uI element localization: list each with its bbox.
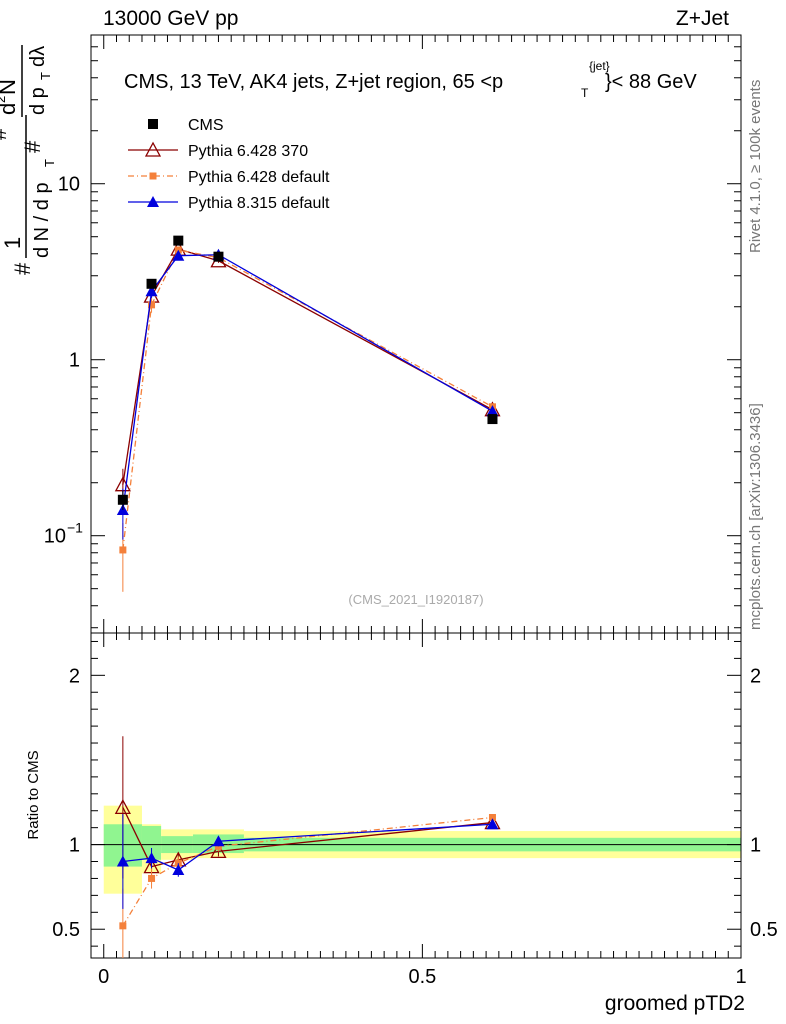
energy-label: 13000 GeV pp bbox=[103, 7, 238, 30]
x-tick-label: 0 bbox=[98, 966, 109, 988]
data-point bbox=[119, 546, 127, 554]
ylabel-t-sub: T bbox=[42, 159, 57, 167]
data-point bbox=[148, 301, 156, 309]
ratio-band bbox=[91, 805, 742, 894]
ratio-y-tick-label-right: 1 bbox=[750, 835, 761, 857]
data-point bbox=[486, 405, 499, 417]
ratio-axis-ticks: 0.5 0.5 1 1 2 2 bbox=[52, 640, 778, 947]
data-point bbox=[173, 235, 184, 246]
ratio-point bbox=[488, 814, 496, 822]
data-point bbox=[213, 251, 224, 262]
ratio-point bbox=[172, 863, 185, 875]
series-line bbox=[122, 254, 493, 511]
ylabel-dn: d N / d p bbox=[31, 182, 53, 258]
main-y-axis-label: # 1 d N / d p T # # d 2 N d p T dλ bbox=[0, 45, 57, 275]
legend-label: Pythia 6.428 370 bbox=[188, 143, 308, 160]
ratio-point bbox=[148, 874, 156, 882]
data-point bbox=[145, 285, 158, 297]
series-line bbox=[122, 249, 493, 551]
ratio-point bbox=[486, 818, 499, 830]
series-p8_def bbox=[116, 248, 499, 540]
data-point bbox=[172, 249, 185, 261]
legend-entry-p8_def: Pythia 8.315 default bbox=[128, 195, 330, 212]
mcplots-url-label: mcplots.cern.ch [arXiv:1306.3436] bbox=[747, 403, 764, 630]
ylabel-sup-2: 2 bbox=[0, 96, 8, 103]
legend-label: CMS bbox=[188, 117, 224, 134]
legend-entry-p6_370: Pythia 6.428 370 bbox=[128, 141, 308, 160]
ratio-point bbox=[210, 842, 227, 859]
title-sup: {jet} bbox=[589, 59, 610, 73]
data-point bbox=[146, 278, 157, 289]
ylabel-t-sub-2: T bbox=[38, 72, 53, 80]
series-line bbox=[122, 248, 493, 485]
ylabel-dlambda: dλ bbox=[27, 46, 49, 67]
chart-title: CMS, 13 TeV, AK4 jets, Z+jet region, 65 … bbox=[124, 59, 697, 100]
ratio-band-inner bbox=[141, 825, 162, 860]
ratio-y-tick-label: 0.5 bbox=[52, 919, 80, 941]
legend-label: Pythia 6.428 default bbox=[188, 169, 330, 186]
y-tick-label: 10 bbox=[44, 526, 66, 548]
ylabel-hash-2: # bbox=[20, 140, 45, 153]
series-p6_370 bbox=[114, 240, 501, 505]
data-point bbox=[117, 494, 128, 505]
main-series-group bbox=[114, 235, 501, 592]
ratio-y-axis-label: Ratio to CMS bbox=[25, 750, 42, 839]
ratio-line bbox=[122, 816, 493, 927]
ratio-point bbox=[116, 855, 129, 867]
x-tick-label: 0.5 bbox=[408, 966, 436, 988]
legend-entry-p6_def: Pythia 6.428 default bbox=[128, 169, 330, 186]
title-sub: T bbox=[581, 86, 589, 100]
process-label: Z+Jet bbox=[676, 7, 729, 30]
title-suffix: }< 88 GeV bbox=[605, 71, 697, 93]
legend-marker bbox=[147, 196, 159, 207]
legend: CMS Pythia 6.428 370 Pythia 6.428 default P… bbox=[128, 117, 330, 212]
y-tick-label-exponent: −1 bbox=[67, 520, 83, 536]
analysis-id-watermark: (CMS_2021_I1920187) bbox=[348, 592, 483, 607]
x-axis-label: groomed pTD2 bbox=[605, 992, 745, 1015]
ratio-y-tick-label-right: 2 bbox=[750, 665, 761, 687]
ratio-point bbox=[212, 835, 225, 847]
series-cms bbox=[117, 235, 498, 510]
ylabel-dp: d p bbox=[27, 87, 49, 115]
ratio-panel: 0.5 0.5 1 1 2 2 Ratio to CMS bbox=[25, 632, 778, 959]
ylabel-hash: # bbox=[10, 262, 35, 275]
legend-label: Pythia 8.315 default bbox=[188, 195, 330, 212]
legend-marker bbox=[148, 119, 158, 129]
data-point bbox=[487, 414, 498, 425]
ratio-series-group bbox=[114, 736, 501, 958]
ylabel-hash-3: # bbox=[0, 128, 11, 140]
legend-entry-cms: CMS bbox=[148, 117, 224, 134]
ylabel-one: 1 bbox=[0, 237, 25, 249]
ratio-y-tick-label-right: 0.5 bbox=[750, 919, 778, 941]
rivet-version-label: Rivet 4.1.0, ≥ 100k events bbox=[747, 80, 764, 253]
title-main: CMS, 13 TeV, AK4 jets, Z+jet region, 65 … bbox=[124, 71, 503, 93]
ylabel-d: d bbox=[0, 103, 20, 115]
legend-marker bbox=[149, 172, 157, 180]
x-tick-label: 1 bbox=[735, 966, 746, 988]
y-tick-label: 10 bbox=[58, 174, 80, 196]
x-axis-ticks: 0 0.5 1 bbox=[98, 35, 747, 988]
ratio-point bbox=[114, 798, 131, 814]
ratio-point bbox=[119, 922, 127, 930]
ratio-point bbox=[145, 852, 158, 864]
y-tick-label: 1 bbox=[69, 350, 80, 372]
legend-marker bbox=[144, 141, 162, 157]
series-p6_def bbox=[119, 246, 496, 592]
ratio-y-tick-label: 2 bbox=[69, 665, 80, 687]
ratio-frame bbox=[90, 632, 742, 959]
ratio-y-tick-label: 1 bbox=[69, 835, 80, 857]
ylabel-n: N bbox=[0, 79, 20, 95]
ratio-series-p8_def bbox=[116, 814, 499, 909]
